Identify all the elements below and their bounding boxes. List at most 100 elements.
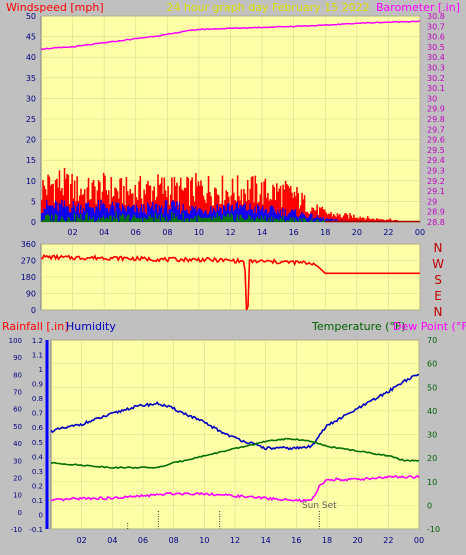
temperature-line xyxy=(50,437,420,470)
wind-gust-bar xyxy=(329,214,331,222)
wind-avg-bar xyxy=(268,211,270,222)
wind-low-bar xyxy=(201,217,203,222)
wind-avg-bar xyxy=(155,203,158,222)
wind-low-bar xyxy=(121,213,124,222)
wind-avg-bar xyxy=(91,207,94,222)
barometer-y-tick-label: 29.9 xyxy=(427,105,445,114)
wind-gust-bar xyxy=(206,193,209,222)
wind-avg-bar xyxy=(130,207,133,222)
wind-low-bar xyxy=(303,218,306,222)
wind-gust-bar xyxy=(293,192,296,222)
wind-gust-bar xyxy=(359,216,361,222)
wind-avg-bar xyxy=(167,213,169,222)
wind-gust-bar xyxy=(48,176,51,222)
wind-low-bar xyxy=(212,216,215,222)
wind-low-bar xyxy=(145,219,148,222)
wind-avg-bar xyxy=(185,210,187,222)
wind-gust-bar xyxy=(125,177,128,222)
wind-low-bar xyxy=(143,217,145,222)
wind-gust-bar xyxy=(41,199,43,222)
wind-low-bar xyxy=(299,218,302,222)
wind-avg-bar xyxy=(107,212,110,222)
wind-low-bar xyxy=(279,217,282,222)
wind-low-bar xyxy=(186,218,188,222)
wind-avg-bar xyxy=(119,208,121,222)
wind-avg-bar xyxy=(144,212,147,222)
wind-low-bar xyxy=(91,219,94,222)
direction-y-ticks: 0 90 180 270 360 xyxy=(21,240,36,315)
wind-gust-bar xyxy=(67,174,70,222)
rain-y-tick-label: 0.1 xyxy=(32,497,43,505)
wind-low-bar xyxy=(157,218,159,222)
wind-gust-bar xyxy=(289,185,292,222)
wind-avg-bar xyxy=(215,212,217,222)
barometer-y-tick-label: 29.8 xyxy=(427,115,445,124)
wind-low-bar xyxy=(216,212,219,222)
humidity-y-tick-label: 30 xyxy=(13,457,22,465)
wind-avg-bar xyxy=(254,206,257,222)
wind-low-bar xyxy=(158,215,161,222)
wind-gust-bar xyxy=(167,186,169,222)
wind-avg-bar xyxy=(48,205,51,222)
wind-avg-bar xyxy=(53,208,56,222)
humidity-y-tick-label: -10 xyxy=(11,526,22,534)
compass-letter: N xyxy=(434,305,443,319)
wind-x-tick-label: 06 xyxy=(131,228,141,237)
wind-avg-bar xyxy=(269,206,272,222)
weather-x-tick-label: 22 xyxy=(383,536,393,545)
direction-y-tick-label: 0 xyxy=(31,306,36,315)
wind-avg-bar xyxy=(77,202,80,222)
wind-avg-bar xyxy=(282,208,284,222)
wind-low-bar xyxy=(133,214,135,222)
wind-low-bar xyxy=(104,219,106,222)
wind-low-bar xyxy=(71,220,73,222)
wind-low-bar xyxy=(87,220,90,222)
wind-gust-bar xyxy=(281,207,283,222)
barometer-y-tick-label: 30.7 xyxy=(427,22,445,31)
wind-avg-bar xyxy=(219,206,221,222)
wind-low-bar xyxy=(95,221,97,222)
wind-y-tick-label: 30 xyxy=(26,94,36,103)
barometer-y-tick-label: 29.4 xyxy=(427,156,445,165)
wind-avg-bar xyxy=(195,206,197,222)
wind-avg-bar xyxy=(235,203,238,222)
wind-gust-bar xyxy=(161,177,163,222)
wind-avg-bar xyxy=(270,205,273,222)
wind-gust-bar xyxy=(284,180,287,222)
wind-avg-bar xyxy=(150,206,153,222)
wind-low-bar xyxy=(90,219,92,222)
barometer-y-tick-label: 30.5 xyxy=(427,43,445,52)
wind-gust-bar xyxy=(388,219,390,222)
wind-gust-bar xyxy=(181,189,183,222)
wind-low-bar xyxy=(92,216,95,222)
wind-low-bar xyxy=(286,220,288,222)
wind-avg-bar xyxy=(211,212,214,222)
wind-avg-bar xyxy=(145,214,148,222)
wind-gust-bar xyxy=(148,185,150,222)
wind-avg-bar xyxy=(118,203,120,222)
wind-y-tick-label: 40 xyxy=(26,53,36,62)
wind-avg-bar xyxy=(306,217,308,222)
wind-low-bar xyxy=(269,221,272,222)
wind-avg-bar xyxy=(169,208,172,222)
weather-x-tick-label: 20 xyxy=(353,536,363,545)
rain-y-tick-label: 0.7 xyxy=(32,410,43,418)
wind-avg-bar xyxy=(105,208,107,222)
wind-low-bar xyxy=(124,219,126,222)
wind-low-bar xyxy=(251,217,254,222)
weather-x-tick-label: 02 xyxy=(77,536,87,545)
wind-gust-bar xyxy=(187,178,190,222)
wind-low-bar xyxy=(253,221,255,222)
windspeed-label: Windspeed [mph] xyxy=(6,1,104,14)
wind-avg-bar xyxy=(277,209,279,222)
wind-avg-bar xyxy=(96,206,99,222)
wind-low-bar xyxy=(298,219,301,222)
wind-avg-bar xyxy=(214,209,216,222)
wind-avg-bar xyxy=(190,210,192,222)
wind-low-bar xyxy=(105,218,107,222)
wind-gust-bar xyxy=(87,177,90,222)
wind-avg-bar xyxy=(207,213,210,222)
wind-low-bar xyxy=(57,221,59,222)
wind-gust-bar xyxy=(44,189,47,222)
temperature-y-tick-label: 20 xyxy=(427,454,437,463)
